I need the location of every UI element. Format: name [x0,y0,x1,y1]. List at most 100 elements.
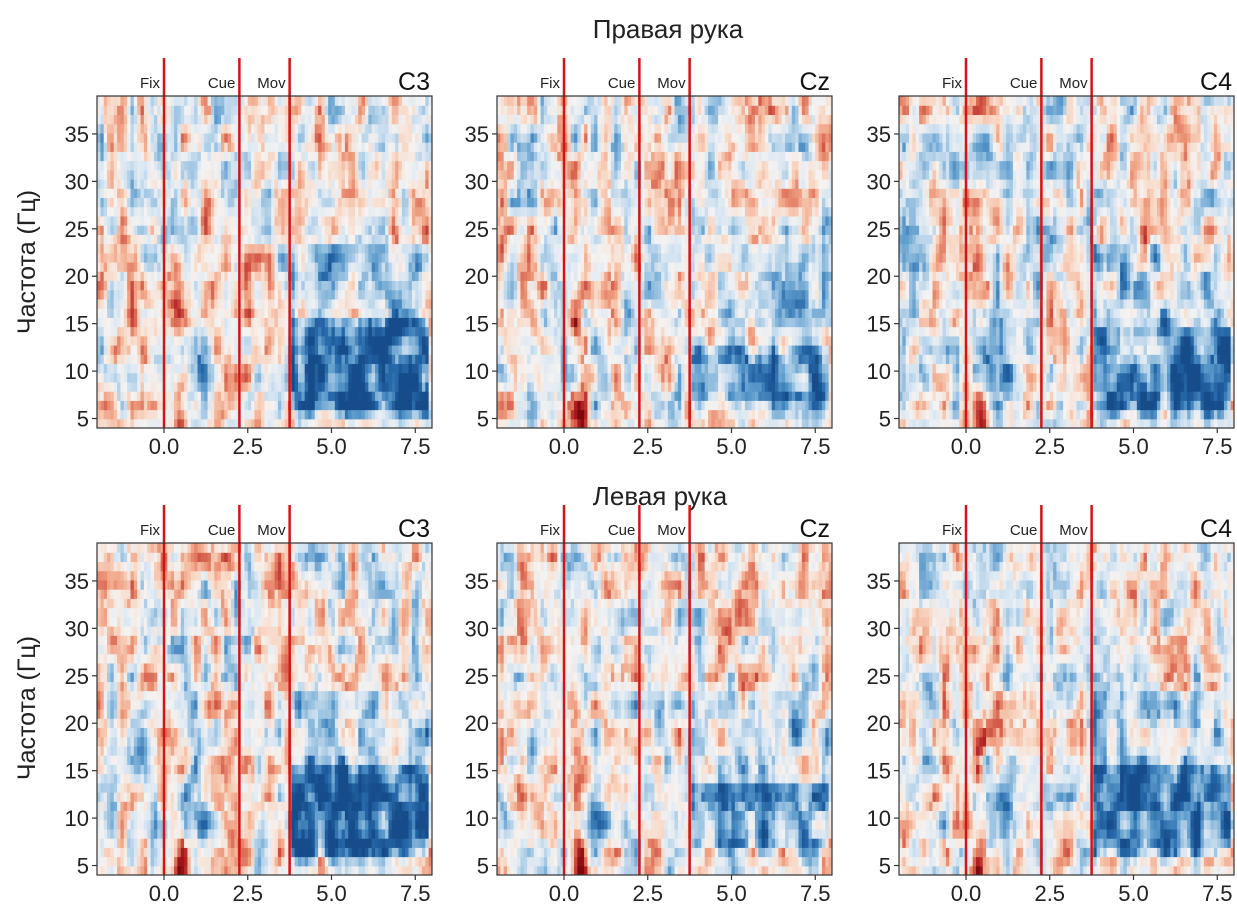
heatmap-cell [341,400,346,411]
heatmap-cell [574,289,578,300]
heatmap-cell [368,372,373,383]
heatmap-cell [194,363,199,374]
heatmap-cell [167,262,172,272]
heatmap-cell [190,409,195,420]
heatmap-cell [418,345,423,355]
heatmap-cell [564,215,568,226]
heatmap-cell [584,262,589,272]
heatmap-cell [388,345,393,355]
heatmap-cell [247,345,252,355]
heatmap-cell [388,271,393,282]
heatmap-cell [231,271,235,282]
heatmap-cell [604,280,609,291]
heatmap-cell [251,335,256,346]
heatmap-cell [264,372,269,383]
heatmap-cell [428,317,432,328]
heatmap-cell [523,114,528,125]
heatmap-cell [358,271,363,282]
heatmap-cell [604,298,609,309]
heatmap-cell [405,225,410,235]
heatmap-cell [520,234,525,245]
heatmap-cell [371,114,376,125]
heatmap-cell [284,326,289,337]
heatmap-cell [428,96,432,106]
heatmap-cell [143,280,148,291]
heatmap-cell [507,123,511,134]
heatmap-cell [241,400,245,411]
heatmap-cell [130,160,135,171]
heatmap-cell [574,151,578,162]
heatmap-cell [321,179,326,189]
heatmap-cell [200,197,205,208]
heatmap-cell [597,345,602,355]
heatmap-cell [150,96,155,106]
heatmap-cell [503,132,508,143]
heatmap-cell [267,188,272,199]
heatmap-cell [200,345,205,355]
heatmap-cell [220,308,225,318]
heatmap-cell [428,335,432,346]
heatmap-cell [567,151,572,162]
heatmap-cell [174,169,178,180]
heatmap-cell [371,142,376,152]
heatmap-cell [291,96,296,106]
heatmap-cell [570,363,575,374]
heatmap-cell [331,391,336,401]
heatmap-cell [385,298,390,309]
heatmap-cell [610,363,615,374]
heatmap-cell [301,308,306,318]
heatmap-cell [351,96,356,106]
heatmap-cell [415,308,420,318]
heatmap-cell [304,391,309,401]
heatmap-cell [344,372,349,383]
heatmap-cell [587,243,592,254]
heatmap-cell [567,271,572,282]
heatmap-cell [617,206,622,217]
heatmap-cell [418,262,423,272]
heatmap-cell [130,418,135,428]
heatmap-cell [170,363,175,374]
heatmap-cell [547,197,552,208]
heatmap-cell [553,234,558,245]
heatmap-cell [530,326,535,337]
heatmap-cell [564,160,568,171]
heatmap-cell [557,243,562,254]
heatmap-cell [620,188,625,199]
heatmap-cell [344,335,349,346]
heatmap-cell [523,400,528,411]
heatmap-cell [607,225,612,235]
heatmap-cell [177,317,182,328]
heatmap-cell [180,188,185,199]
heatmap-cell [334,308,339,318]
heatmap-cell [567,234,572,245]
heatmap-cell [200,289,205,300]
heatmap-cell [550,96,555,106]
heatmap-cell [321,262,326,272]
heatmap-cell [604,289,609,300]
heatmap-cell [157,225,162,235]
heatmap-cell [200,409,205,420]
heatmap-cell [361,114,366,125]
heatmap-cell [557,262,562,272]
heatmap-cell [123,381,128,392]
heatmap-cell [385,271,390,282]
heatmap-cell [587,354,592,365]
heatmap-cell [251,225,256,235]
heatmap-cell [614,151,619,162]
heatmap-cell [570,169,575,180]
heatmap-cell [391,197,396,208]
heatmap-cell [560,123,565,134]
y-axis-label-right-hand: Частота (Гц) [13,190,41,334]
heatmap-cell [398,391,403,401]
heatmap-cell [614,188,619,199]
heatmap-cell [204,197,209,208]
heatmap-cell [351,243,356,254]
heatmap-cell [398,206,403,217]
heatmap-cell [543,123,548,134]
heatmap-cell [564,280,568,291]
heatmap-cell [164,243,168,254]
heatmap-cell [341,206,346,217]
heatmap-cell [543,105,548,116]
heatmap-cell [318,234,323,245]
channel-label: C3 [398,68,430,96]
